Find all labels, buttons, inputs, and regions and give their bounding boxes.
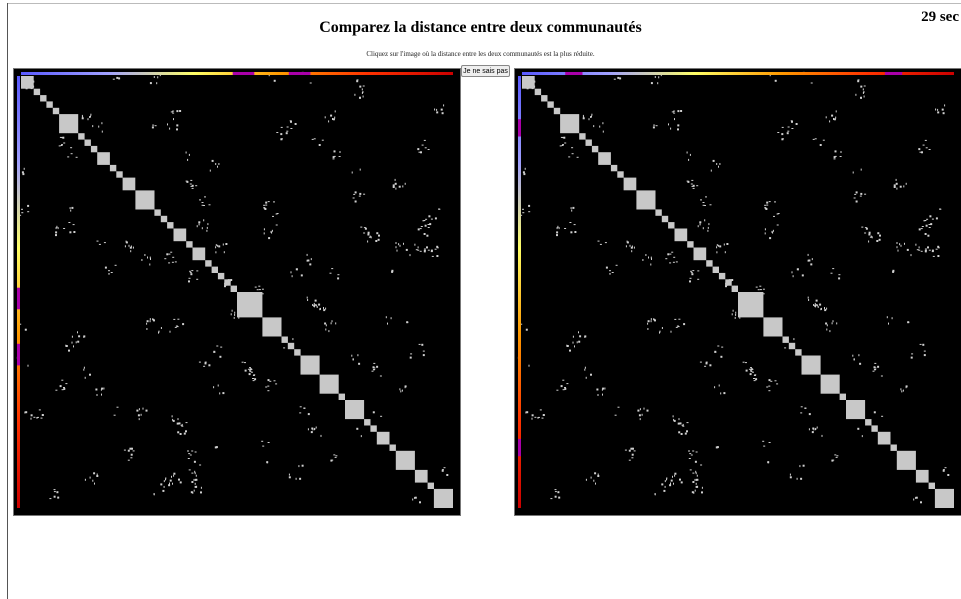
highlight-segment-side bbox=[518, 119, 521, 137]
community-blocks bbox=[522, 76, 954, 508]
dont-know-button[interactable]: Je ne sais pas bbox=[461, 65, 510, 77]
instruction-text: Cliquez sur l'image où la distance entre… bbox=[366, 50, 595, 58]
highlight-segment-top bbox=[288, 72, 311, 75]
adjacency-matrix-right[interactable] bbox=[514, 68, 961, 516]
highlight-segment-side bbox=[17, 343, 20, 366]
highlight-segment-top bbox=[884, 72, 903, 75]
frame-left-border bbox=[7, 3, 8, 599]
adjacency-matrix-left[interactable] bbox=[13, 68, 461, 516]
highlight-segment-top bbox=[565, 72, 583, 75]
matrix-image-right bbox=[517, 71, 954, 508]
highlight-segment-side bbox=[17, 287, 20, 310]
matrix-dots bbox=[517, 71, 950, 504]
frame-top-border bbox=[7, 3, 961, 4]
highlight-segment-side bbox=[518, 438, 521, 457]
color-bar-left bbox=[518, 76, 521, 508]
matrix-dots bbox=[16, 71, 449, 504]
countdown-timer: 29 sec bbox=[921, 9, 959, 25]
matrix-image-left bbox=[16, 71, 453, 508]
highlight-segment-top bbox=[232, 72, 255, 75]
page-title: Comparez la distance entre deux communau… bbox=[319, 19, 642, 36]
community-blocks bbox=[21, 76, 453, 508]
color-bar-top bbox=[522, 72, 954, 75]
